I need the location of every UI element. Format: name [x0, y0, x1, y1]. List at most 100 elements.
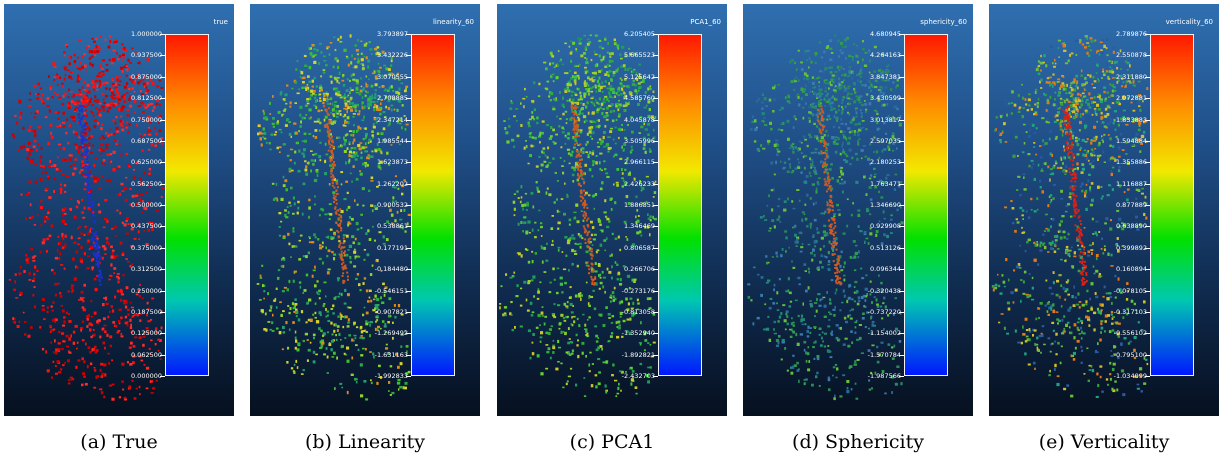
point [647, 133, 650, 137]
point [100, 68, 104, 70]
trunk-point [95, 242, 98, 245]
trunk-point [574, 121, 577, 123]
point [803, 318, 805, 321]
point [616, 335, 620, 339]
point [67, 382, 71, 385]
point [832, 248, 835, 252]
point [579, 129, 583, 132]
point [75, 131, 78, 134]
point [569, 70, 572, 72]
point [804, 203, 807, 206]
point [375, 306, 379, 310]
point [585, 329, 588, 333]
point [856, 157, 859, 161]
point [608, 52, 612, 55]
point [373, 298, 376, 301]
point [47, 211, 50, 215]
point [638, 132, 641, 134]
point [539, 141, 541, 144]
trunk-point [588, 272, 590, 275]
point [354, 255, 357, 258]
point [377, 164, 381, 168]
point [102, 137, 106, 139]
point [317, 238, 320, 241]
point [847, 62, 851, 65]
point [330, 236, 333, 239]
point [114, 39, 117, 41]
trunk-point [591, 283, 594, 285]
point [111, 83, 115, 85]
point [895, 85, 897, 89]
point [648, 307, 652, 310]
point [140, 101, 144, 105]
color-scale-tick-mark [160, 55, 165, 57]
point [883, 121, 886, 125]
point [402, 386, 405, 390]
point [130, 330, 133, 333]
point [302, 76, 306, 79]
point [348, 158, 351, 162]
point [581, 237, 584, 240]
point [367, 97, 371, 101]
point [319, 314, 322, 317]
point [763, 117, 766, 119]
point [369, 321, 373, 324]
point [532, 333, 535, 336]
point [836, 367, 839, 371]
point [844, 45, 847, 48]
point [118, 308, 122, 312]
point [603, 55, 606, 59]
point [511, 328, 514, 332]
point [874, 173, 877, 176]
point [356, 273, 360, 276]
trunk-point [573, 106, 576, 109]
point [325, 246, 327, 250]
point [102, 303, 105, 307]
point [289, 307, 292, 310]
point [538, 209, 541, 212]
point [83, 283, 86, 287]
point [536, 354, 540, 358]
point [617, 326, 621, 330]
trunk-point [93, 233, 96, 235]
point [584, 328, 588, 330]
point [330, 111, 332, 114]
point [834, 34, 836, 37]
point [295, 339, 298, 343]
point [282, 235, 286, 238]
point [761, 93, 764, 96]
point [505, 131, 509, 135]
point [810, 151, 814, 154]
point [573, 92, 577, 95]
point [812, 202, 815, 206]
point [288, 170, 292, 173]
point [567, 239, 569, 242]
point [111, 359, 113, 362]
point [790, 371, 794, 375]
trunk-point [82, 124, 85, 127]
point [821, 336, 823, 340]
point [620, 370, 624, 374]
point [351, 54, 353, 58]
point [14, 280, 17, 284]
point [73, 277, 77, 281]
point [873, 151, 875, 153]
point [93, 367, 96, 369]
point [118, 320, 121, 323]
point [93, 180, 97, 183]
point [842, 133, 845, 136]
point [830, 101, 834, 105]
point [631, 278, 634, 282]
point [56, 249, 59, 253]
point [400, 345, 403, 348]
point [328, 343, 332, 346]
point [573, 79, 577, 82]
point [67, 290, 70, 293]
point [642, 121, 645, 123]
point [809, 222, 813, 226]
trunk-point [583, 211, 586, 214]
point [338, 110, 340, 114]
point [81, 198, 84, 202]
point [376, 297, 380, 302]
point [858, 336, 862, 340]
